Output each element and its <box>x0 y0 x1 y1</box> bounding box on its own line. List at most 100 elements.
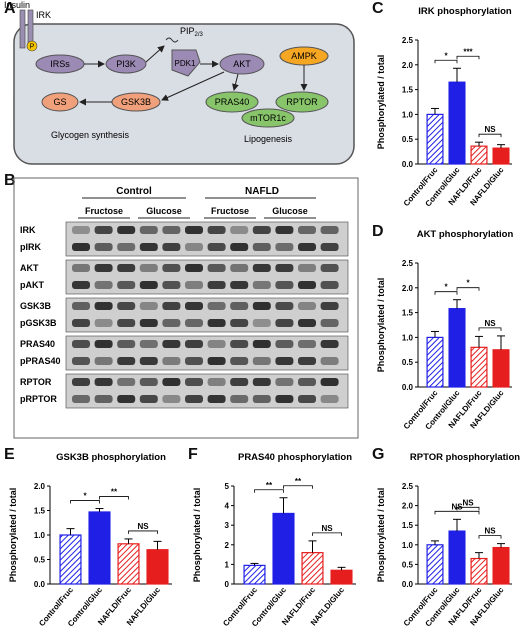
band <box>94 357 113 365</box>
sig-bracket-2 <box>128 530 158 534</box>
panel-label-e: E <box>4 446 15 463</box>
pi3k-label: PI3K <box>116 59 136 69</box>
akt-label: AKT <box>233 59 251 69</box>
band <box>185 226 203 234</box>
band <box>207 340 226 348</box>
band <box>230 340 249 348</box>
y-tick-label: 0.5 <box>402 560 414 569</box>
cell-membrane <box>13 23 355 165</box>
y-tick-label: 1.0 <box>402 110 414 119</box>
y-tick-label: 4 <box>225 502 230 511</box>
band <box>139 378 158 386</box>
band <box>207 243 226 251</box>
y-tick-label: 2.0 <box>402 284 414 293</box>
gs-label: GS <box>53 97 66 107</box>
y-tick-label: 0 <box>225 580 230 589</box>
panel-label-g: G <box>372 446 385 463</box>
band <box>185 395 203 403</box>
band <box>72 264 90 272</box>
sig-label-2: NS <box>484 125 496 134</box>
band <box>162 264 181 272</box>
band <box>94 319 113 327</box>
band <box>275 395 294 403</box>
sub-label-1: Glucose <box>146 206 182 216</box>
band <box>298 281 316 289</box>
y-tick-label: 2.0 <box>402 61 414 70</box>
sig-label-0: ** <box>266 481 273 490</box>
bar-0 <box>243 564 266 585</box>
band <box>275 243 294 251</box>
y-axis-label: Phosphorylated / total <box>376 55 386 150</box>
band <box>72 319 90 327</box>
band <box>185 319 203 327</box>
band <box>185 302 203 310</box>
band <box>185 378 203 386</box>
sig-label-1: ** <box>295 477 302 486</box>
pip-label: PIP2/3 <box>180 26 204 38</box>
band <box>207 226 226 234</box>
bar-2 <box>117 543 140 585</box>
sig-label-0: NS <box>451 502 463 511</box>
band <box>117 264 136 272</box>
band <box>185 243 203 251</box>
band <box>320 226 339 234</box>
band <box>139 264 158 272</box>
gsk3b-label: GSK3B <box>121 97 151 107</box>
band <box>252 395 271 403</box>
band <box>320 264 339 272</box>
blot-row-label-5: pGSK3B <box>20 318 57 328</box>
rptor-label: RPTOR <box>286 97 318 107</box>
sig-bracket-0 <box>70 500 100 504</box>
sig-label-1: *** <box>463 47 473 56</box>
sig-label-1: * <box>466 279 470 288</box>
sig-label-0: * <box>444 51 448 60</box>
band <box>94 395 113 403</box>
band <box>94 264 113 272</box>
y-tick-label: 0.0 <box>402 383 414 392</box>
band <box>162 378 181 386</box>
band <box>275 264 294 272</box>
panel-label-d: D <box>372 223 384 240</box>
mtor-node <box>241 108 295 128</box>
sub-label-3: Glucose <box>272 206 308 216</box>
band <box>230 243 249 251</box>
bar-0 <box>426 544 444 585</box>
band <box>94 243 113 251</box>
pathway-diagram: P Insulin IRK IRSs PI3K PDK1 PIP2/3 AKT … <box>4 0 355 165</box>
band <box>72 226 90 234</box>
band <box>230 357 249 365</box>
irss-label: IRSs <box>50 59 70 69</box>
panel-label-f: F <box>188 446 198 463</box>
sig-label-0: * <box>444 283 448 292</box>
band <box>275 357 294 365</box>
chart-c: IRK phosphorylation Phosphorylated / tota… <box>376 6 512 208</box>
band <box>320 340 339 348</box>
y-tick-label: 1.0 <box>34 531 46 540</box>
band <box>94 302 113 310</box>
band <box>230 281 249 289</box>
band <box>185 264 203 272</box>
band <box>298 395 316 403</box>
band <box>252 243 271 251</box>
band <box>139 357 158 365</box>
sig-bracket-1 <box>456 506 480 511</box>
band <box>139 319 158 327</box>
band <box>162 395 181 403</box>
rptor-node <box>275 91 329 113</box>
band <box>298 378 316 386</box>
band <box>252 302 271 310</box>
band <box>117 378 136 386</box>
band <box>320 319 339 327</box>
chart-e: GSK3B phosphorylation Phosphorylated / to… <box>8 452 172 628</box>
band <box>252 281 271 289</box>
band <box>139 395 158 403</box>
band <box>275 226 294 234</box>
y-tick-label: 1.5 <box>34 507 46 516</box>
y-tick-label: 0.0 <box>402 580 414 589</box>
pras40-node <box>205 91 259 113</box>
bar-3 <box>492 147 510 165</box>
chart-title: RPTOR phosphorylation <box>410 452 520 463</box>
glycogen-label: Glycogen synthesis <box>51 130 130 140</box>
band <box>72 357 90 365</box>
pi3k-node <box>105 54 147 74</box>
